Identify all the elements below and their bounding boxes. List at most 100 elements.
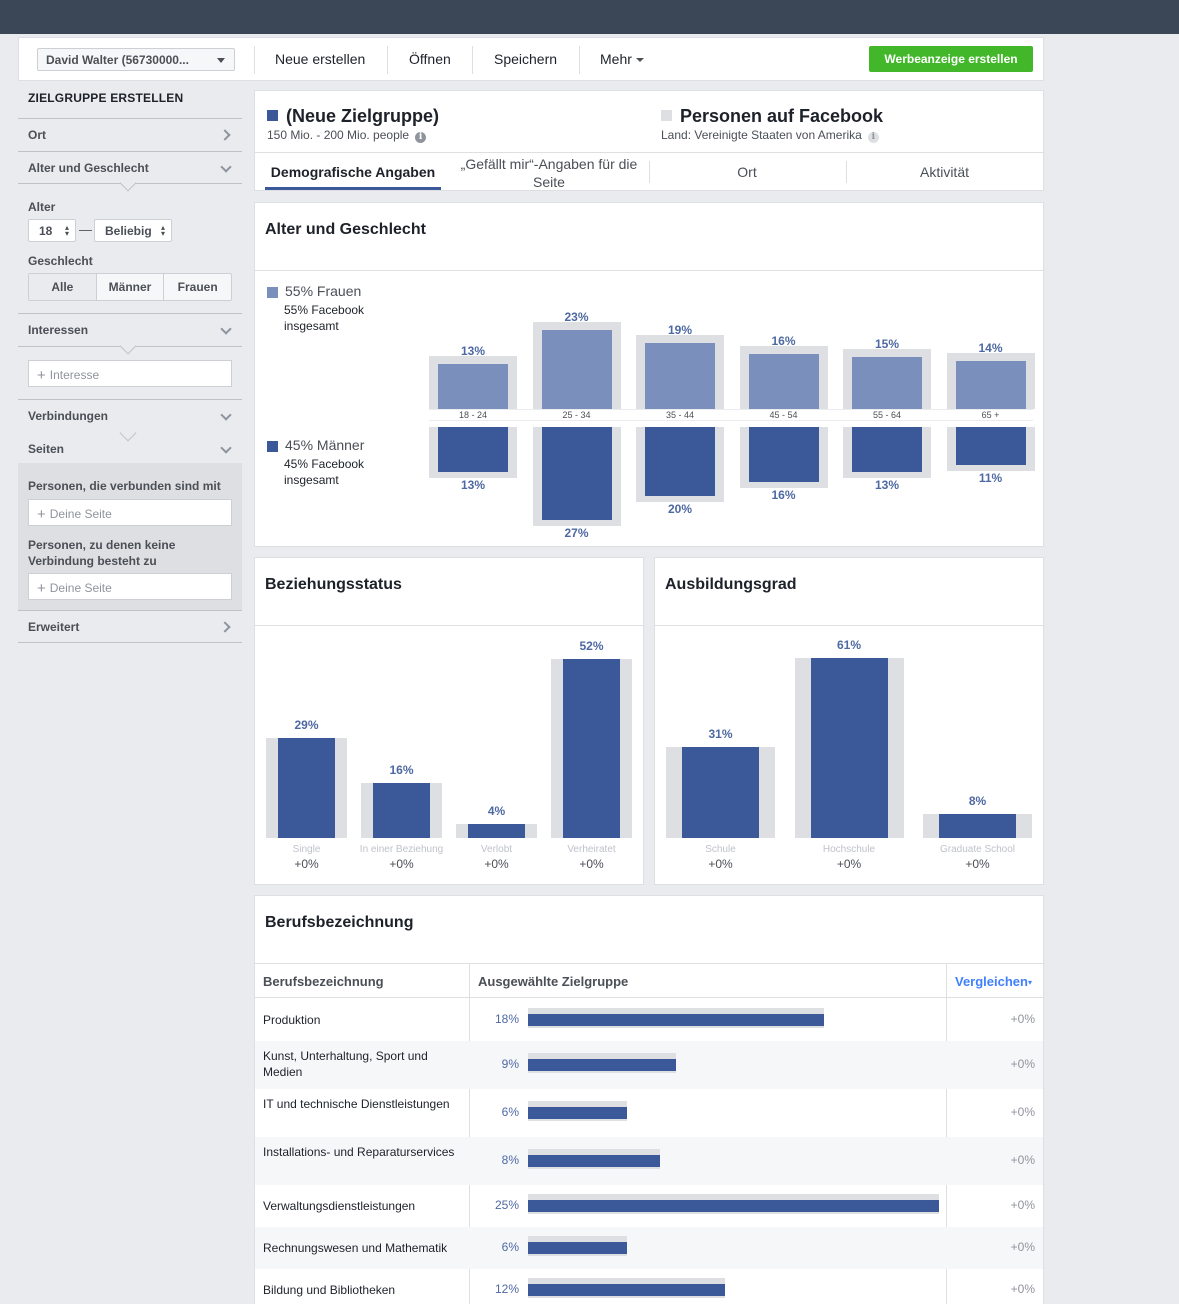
country-label: Land: Vereinigte Staaten von Amerika xyxy=(661,128,862,142)
job-bar xyxy=(528,1107,627,1119)
compare-label: Vergleichen xyxy=(955,974,1028,989)
new-button[interactable]: Neue erstellen xyxy=(275,51,366,67)
category-delta: +0% xyxy=(965,857,990,871)
audience-title: (Neue Zielgruppe) xyxy=(286,106,440,126)
account-select[interactable]: David Walter (56730000... xyxy=(37,48,235,71)
sidebar-item-label: Erweitert xyxy=(28,620,80,634)
save-button[interactable]: Speichern xyxy=(494,51,558,67)
sidebar-item-pages[interactable]: Seiten xyxy=(18,433,242,466)
sidebar-title: ZIELGRUPPE ERSTELLEN xyxy=(28,91,184,105)
category-delta: +0% xyxy=(389,857,414,871)
job-label: Installations- und Reparaturservices xyxy=(263,1145,455,1159)
not-connected-label: Personen, zu denen keine Verbindung best… xyxy=(28,538,176,568)
men-bar-label: 11% xyxy=(978,470,1003,485)
gender-men-button[interactable]: Männer xyxy=(95,274,164,300)
women-legend-square xyxy=(267,287,278,298)
age-max-select[interactable]: Beliebig ▴ ▾ xyxy=(94,219,172,242)
bar xyxy=(278,737,335,838)
tab-divider xyxy=(649,161,650,183)
table-row: Installations- und Reparaturservices 8% +0… xyxy=(255,1137,1043,1185)
more-button[interactable]: Mehr xyxy=(600,51,644,67)
bar-value-label: 61% xyxy=(836,638,862,653)
women-bar xyxy=(645,343,715,409)
women-legend: 55% Frauen xyxy=(285,283,362,299)
tab-page-likes[interactable]: „Gefällt mir“-Angaben für die Seite xyxy=(460,156,638,190)
toolbar-divider xyxy=(254,46,255,74)
info-icon[interactable]: i xyxy=(415,132,427,143)
age-tick-label: 18 - 24 xyxy=(458,410,488,420)
table-row: IT und technische Dienstleistungen 6% +0% xyxy=(255,1089,1043,1137)
age-tick-label: 65 + xyxy=(981,410,1000,420)
education-title: Ausbildungsgrad xyxy=(655,558,1043,626)
info-icon[interactable]: i xyxy=(867,132,879,143)
updown-icon: ▴ ▾ xyxy=(160,223,165,238)
not-connected-page-input[interactable]: + Deine Seite xyxy=(28,573,232,600)
audience-header: (Neue Zielgruppe) 150 Mio. - 200 Mio. pe… xyxy=(254,90,1044,191)
age-min-select[interactable]: 18 ▴ ▾ xyxy=(28,219,76,242)
column-divider xyxy=(469,964,470,1304)
age-axis-band xyxy=(429,409,1033,421)
category-label: Hochschule xyxy=(822,844,876,855)
education-card: Ausbildungsgrad 31% Schule +0% 61% Hochschul… xyxy=(654,557,1044,885)
relationship-title: Beziehungsstatus xyxy=(255,558,643,626)
women-bar xyxy=(748,353,819,409)
sidebar-item-interests[interactable]: Interessen xyxy=(18,314,242,355)
updown-icon: ▴ ▾ xyxy=(64,223,69,238)
column-divider xyxy=(946,964,947,1304)
job-delta: +0% xyxy=(1010,1105,1035,1119)
bar-value-label: 52% xyxy=(579,638,604,653)
bar xyxy=(939,814,1016,838)
women-bar xyxy=(438,364,508,409)
job-delta: +0% xyxy=(1010,1240,1035,1254)
compare-dropdown[interactable]: Vergleichen▾ xyxy=(955,974,1032,989)
bar-value-label: 31% xyxy=(708,726,733,741)
audience-title-row: (Neue Zielgruppe) xyxy=(267,106,439,127)
job-delta: +0% xyxy=(1010,1198,1035,1212)
sidebar-item-connections[interactable]: Verbindungen xyxy=(18,400,242,442)
men-bar-label: 20% xyxy=(667,502,693,516)
job-label: Bildung und Bibliotheken xyxy=(263,1283,396,1297)
tab-demographics[interactable]: Demografische Angaben xyxy=(265,153,441,190)
table-row: Produktion 18% +0% xyxy=(255,999,1043,1041)
category-label: Schule xyxy=(705,844,736,855)
age-min-value: 18 xyxy=(39,224,53,238)
tab-location[interactable]: Ort xyxy=(737,164,757,180)
gender-women-button[interactable]: Frauen xyxy=(163,274,231,300)
women-bar-label: 13% xyxy=(460,344,486,359)
job-label: Verwaltungsdienstleistungen xyxy=(263,1199,416,1213)
tab-activity[interactable]: Aktivität xyxy=(919,164,969,180)
top-bar xyxy=(0,0,1179,34)
bar-value-label: 8% xyxy=(968,794,987,809)
chevron-down-icon xyxy=(220,442,232,454)
audience-color-square xyxy=(267,110,278,121)
connected-page-input[interactable]: + Deine Seite xyxy=(28,499,232,526)
connected-page-placeholder: Deine Seite xyxy=(49,507,112,521)
sidebar-item-advanced[interactable]: Erweitert xyxy=(18,610,242,643)
jobs-table-header: Berufsbezeichnung Ausgewählte Zielgruppe… xyxy=(255,964,1043,998)
toolbar: David Walter (56730000... Neue erstellen… xyxy=(18,37,1044,81)
open-button[interactable]: Öffnen xyxy=(409,51,451,67)
women-bar xyxy=(852,357,922,409)
men-legend-sub: 45% Facebook insgesamt xyxy=(284,457,365,487)
table-row: Bildung und Bibliotheken 12% +0% xyxy=(255,1269,1043,1304)
men-bar xyxy=(852,427,922,472)
job-percent: 6% xyxy=(501,1105,519,1119)
sidebar-item-age-gender[interactable]: Alter und Geschlecht xyxy=(18,151,242,192)
column-header-job: Berufsbezeichnung xyxy=(263,974,384,989)
table-row: Rechnungswesen und Mathematik 6% +0% xyxy=(255,1227,1043,1269)
category-delta: +0% xyxy=(579,857,604,871)
chevron-down-icon xyxy=(220,409,232,421)
job-label: Kunst, Unterhaltung, Sport und Medien xyxy=(263,1049,428,1079)
account-select-label: David Walter (56730000... xyxy=(46,53,189,67)
sidebar-item-location[interactable]: Ort xyxy=(18,118,242,151)
relationship-card: Beziehungsstatus 29% Single +0% 16% In einer… xyxy=(254,557,644,885)
women-bar xyxy=(541,329,612,409)
gender-all-button[interactable]: Alle xyxy=(29,274,96,300)
job-percent: 18% xyxy=(494,1012,519,1026)
create-ad-button[interactable]: Werbeanzeige erstellen xyxy=(869,46,1033,72)
men-legend-square xyxy=(267,441,278,452)
women-bar-label: 14% xyxy=(978,340,1003,355)
job-delta: +0% xyxy=(1010,1282,1035,1296)
toolbar-divider xyxy=(579,46,580,74)
interest-input[interactable]: + Interesse xyxy=(28,360,232,387)
